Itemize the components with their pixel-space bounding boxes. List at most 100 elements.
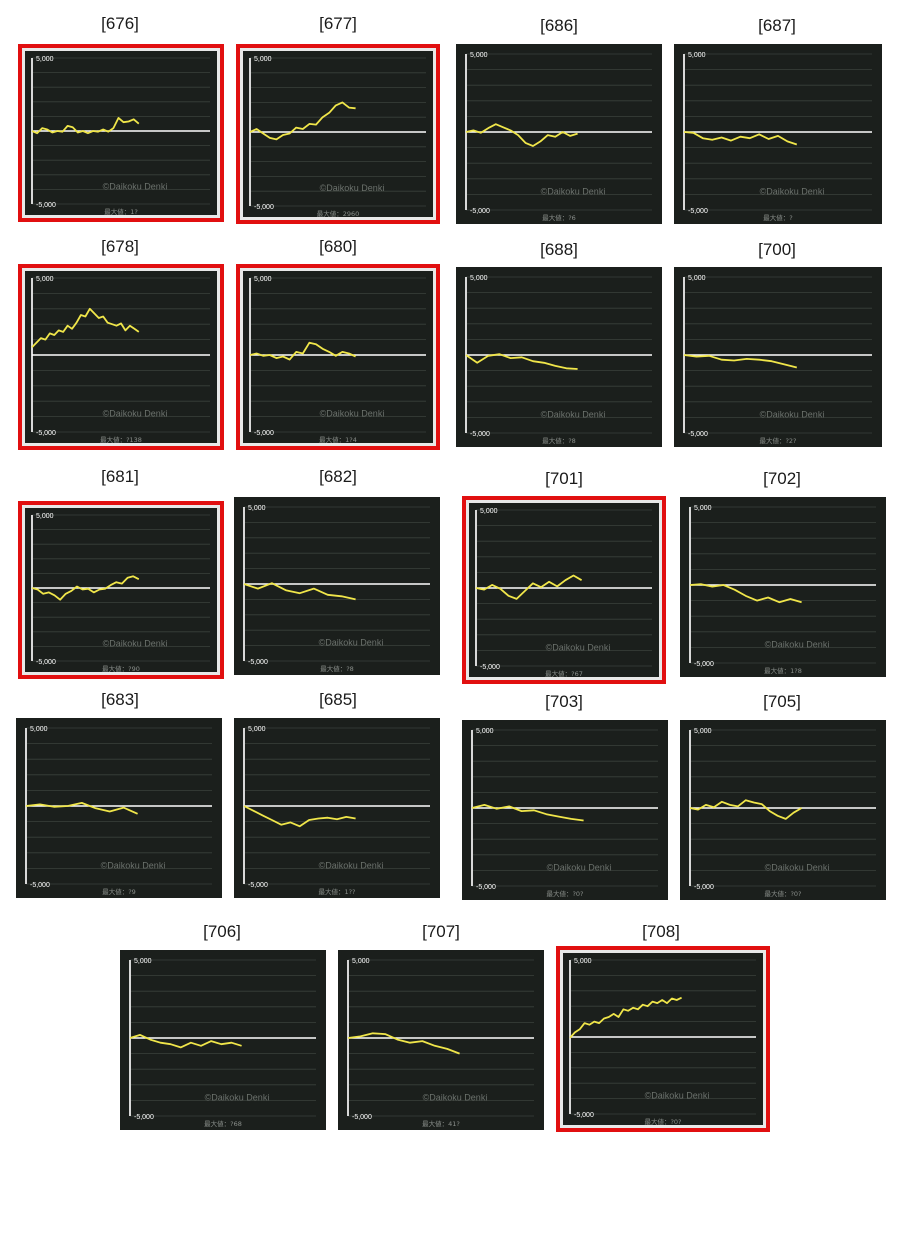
y-axis-min-label: -5,000	[254, 430, 274, 437]
y-axis-min-label: -5,000	[134, 1114, 154, 1121]
chart-panel: 5,000 -5,000 ©Daikoku Denki 最大値：?8	[456, 267, 662, 447]
series-line	[243, 805, 356, 828]
watermark-text: ©Daikoku Denki	[547, 862, 612, 872]
y-axis-max-label: 5,000	[476, 728, 494, 735]
series-line	[683, 131, 798, 146]
y-axis-max-label: 5,000	[248, 505, 266, 512]
footer-max-label: 最大値：?68	[204, 1119, 242, 1128]
chart-svg: 5,000 -5,000 ©Daikoku Denki 最大値：?0?	[471, 728, 658, 898]
y-axis-max-label: 5,000	[688, 275, 706, 282]
watermark-text: ©Daikoku Denki	[319, 860, 384, 870]
chart-panel: 5,000 -5,000 ©Daikoku Denki 最大値：?0?	[462, 720, 668, 900]
chart-svg: 5,000 -5,000 ©Daikoku Denki 最大値：1??	[243, 726, 430, 896]
y-axis-max-label: 5,000	[36, 276, 54, 283]
y-axis-max-label: 5,000	[470, 52, 488, 59]
series-line	[569, 996, 682, 1039]
y-axis-max-label: 5,000	[254, 276, 272, 283]
footer-max-label: 最大値：?	[763, 213, 792, 222]
chart-title: [683]	[101, 690, 139, 709]
chart-panel: 5,000 -5,000 ©Daikoku Denki 最大値：1?8	[680, 497, 886, 677]
watermark-text: ©Daikoku Denki	[760, 409, 825, 419]
chart-panel: 5,000 -5,000 ©Daikoku Denki 最大値：?0?	[680, 720, 886, 900]
footer-max-label: 最大値：?0?	[546, 889, 583, 898]
chart-svg: 5,000 -5,000 ©Daikoku Denki 最大値：1?4	[249, 276, 426, 444]
highlighted-chart-panel: 5,000 -5,000 ©Daikoku Denki 最大値：?0?	[556, 946, 770, 1132]
chart-svg: 5,000 -5,000 ©Daikoku Denki 最大値：2960	[249, 56, 426, 218]
y-axis-min-label: -5,000	[352, 1114, 372, 1121]
chart-panel: 5,000 -5,000 ©Daikoku Denki 最大値：?	[674, 44, 882, 224]
chart-svg: 5,000 -5,000 ©Daikoku Denki 最大値：?8	[243, 505, 430, 673]
watermark-text: ©Daikoku Denki	[103, 409, 168, 419]
y-axis-max-label: 5,000	[688, 52, 706, 59]
chart-title: [681]	[101, 467, 139, 486]
highlighted-chart-panel: 5,000 -5,000 ©Daikoku Denki 最大値：?138	[18, 264, 224, 450]
y-axis-max-label: 5,000	[694, 728, 712, 735]
chart-svg: 5,000 -5,000 ©Daikoku Denki 最大値：?138	[31, 276, 210, 444]
footer-max-label: 最大値：?90	[102, 664, 140, 673]
footer-max-label: 最大値：1??	[318, 887, 355, 896]
y-axis-min-label: -5,000	[480, 664, 500, 671]
y-axis-max-label: 5,000	[480, 508, 498, 515]
y-axis-min-label: -5,000	[36, 430, 56, 437]
watermark-text: ©Daikoku Denki	[319, 638, 384, 648]
chart-title: [708]	[642, 922, 680, 941]
series-line	[689, 583, 802, 604]
chart-panel: 5,000 -5,000 ©Daikoku Denki 最大値：1??	[234, 718, 440, 898]
y-axis-min-label: -5,000	[470, 431, 490, 438]
y-axis-min-label: -5,000	[574, 1112, 594, 1119]
highlighted-chart-panel: 5,000 -5,000 ©Daikoku Denki 最大値：?90	[18, 501, 224, 679]
watermark-text: ©Daikoku Denki	[205, 1092, 270, 1102]
chart-title: [700]	[758, 240, 796, 259]
chart-svg: 5,000 -5,000 ©Daikoku Denki 最大値：?67	[475, 508, 652, 678]
footer-max-label: 最大値：?9	[102, 887, 136, 896]
chart-svg: 5,000 -5,000 ©Daikoku Denki 最大値：?0?	[689, 728, 876, 898]
y-axis-max-label: 5,000	[352, 958, 370, 965]
series-line	[471, 804, 584, 822]
chart-title: [702]	[763, 469, 801, 488]
chart-title: [676]	[101, 14, 139, 33]
chart-panel: 5,000 -5,000 ©Daikoku Denki 最大値：?8	[234, 497, 440, 675]
footer-max-label: 最大値：?2?	[759, 436, 796, 445]
footer-max-label: 最大値：1?	[104, 207, 138, 216]
chart-svg: 5,000 -5,000 ©Daikoku Denki 最大値：?0?	[569, 958, 756, 1126]
highlighted-chart-panel: 5,000 -5,000 ©Daikoku Denki 最大値：2960	[236, 44, 440, 224]
chart-title: [707]	[422, 922, 460, 941]
highlighted-chart-panel: 5,000 -5,000 ©Daikoku Denki 最大値：1?4	[236, 264, 440, 450]
series-line	[249, 341, 356, 361]
y-axis-max-label: 5,000	[134, 958, 152, 965]
chart-svg: 5,000 -5,000 ©Daikoku Denki 最大値：41?	[347, 958, 534, 1128]
watermark-text: ©Daikoku Denki	[423, 1092, 488, 1102]
series-line	[31, 117, 140, 135]
footer-max-label: 最大値：1?4	[319, 435, 357, 444]
footer-max-label: 最大値：41?	[422, 1119, 460, 1128]
series-line	[347, 1032, 460, 1055]
watermark-text: ©Daikoku Denki	[320, 409, 385, 419]
watermark-text: ©Daikoku Denki	[760, 186, 825, 196]
highlighted-chart-panel: 5,000 -5,000 ©Daikoku Denki 最大値：?67	[462, 496, 666, 684]
footer-max-label: 最大値：?0?	[764, 889, 801, 898]
footer-max-label: 最大値：?0?	[644, 1117, 681, 1126]
chart-panel: 5,000 -5,000 ©Daikoku Denki 最大値：?6	[456, 44, 662, 224]
series-line	[689, 799, 803, 820]
chart-title: [701]	[545, 469, 583, 488]
series-line	[31, 307, 140, 348]
y-axis-min-label: -5,000	[30, 882, 50, 889]
footer-max-label: 最大値：?67	[545, 669, 583, 678]
y-axis-min-label: -5,000	[476, 884, 496, 891]
chart-title: [706]	[203, 922, 241, 941]
chart-title: [705]	[763, 692, 801, 711]
y-axis-min-label: -5,000	[694, 884, 714, 891]
series-line	[31, 575, 140, 601]
watermark-text: ©Daikoku Denki	[541, 186, 606, 196]
watermark-text: ©Daikoku Denki	[541, 409, 606, 419]
highlighted-chart-panel: 5,000 -5,000 ©Daikoku Denki 最大値：1?	[18, 44, 224, 222]
y-axis-min-label: -5,000	[248, 659, 268, 666]
chart-title: [678]	[101, 237, 139, 256]
y-axis-max-label: 5,000	[30, 726, 48, 733]
y-axis-min-label: -5,000	[694, 661, 714, 668]
chart-title: [687]	[758, 16, 796, 35]
chart-title: [688]	[540, 240, 578, 259]
chart-svg: 5,000 -5,000 ©Daikoku Denki 最大値：?9	[25, 726, 212, 896]
y-axis-min-label: -5,000	[248, 882, 268, 889]
chart-panel: 5,000 -5,000 ©Daikoku Denki 最大値：?9	[16, 718, 222, 898]
